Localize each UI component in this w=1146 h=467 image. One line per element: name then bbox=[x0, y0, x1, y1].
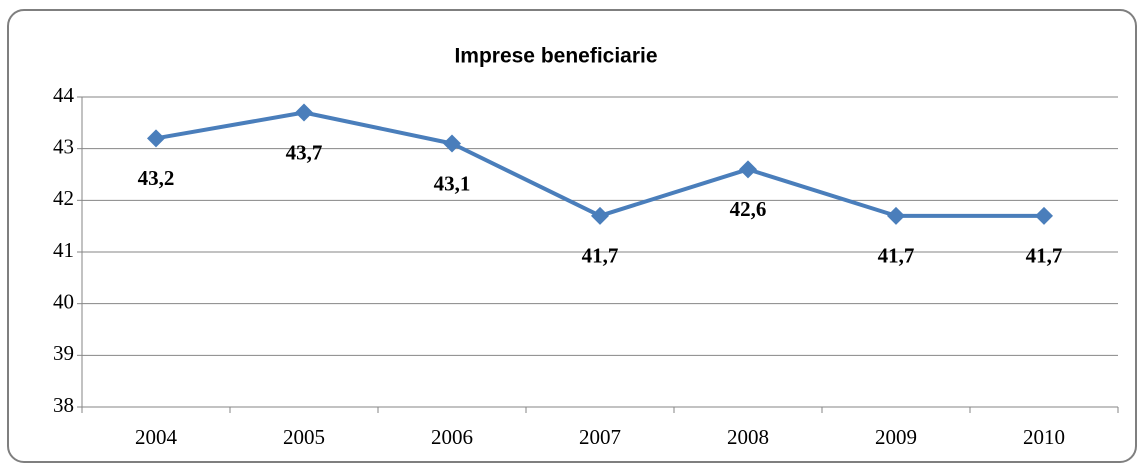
chart-frame bbox=[7, 9, 1137, 463]
x-tick-label: 2010 bbox=[1023, 425, 1065, 449]
marker bbox=[739, 160, 757, 179]
x-tick-label: 2006 bbox=[431, 425, 473, 449]
marker bbox=[591, 206, 609, 225]
data-label: 43,7 bbox=[286, 140, 323, 164]
data-label: 42,6 bbox=[730, 197, 767, 221]
data-label: 41,7 bbox=[1026, 244, 1063, 268]
x-tick-label: 2009 bbox=[875, 425, 917, 449]
y-tick-label: 42 bbox=[53, 186, 74, 210]
marker bbox=[1035, 206, 1053, 225]
y-tick-label: 39 bbox=[53, 341, 74, 365]
x-tick-label: 2008 bbox=[727, 425, 769, 449]
data-label: 43,1 bbox=[434, 171, 471, 195]
data-label: 41,7 bbox=[878, 244, 915, 268]
y-tick-label: 38 bbox=[53, 393, 74, 417]
marker bbox=[443, 134, 461, 153]
y-tick-label: 41 bbox=[53, 238, 74, 262]
data-label: 41,7 bbox=[582, 244, 619, 268]
y-tick-label: 40 bbox=[53, 289, 74, 313]
x-tick-label: 2007 bbox=[579, 425, 621, 449]
y-tick-label: 43 bbox=[53, 134, 74, 158]
chart-title: Imprese beneficiarie bbox=[454, 45, 657, 68]
y-tick-label: 44 bbox=[53, 83, 75, 107]
data-label: 43,2 bbox=[138, 166, 175, 190]
marker bbox=[887, 206, 905, 225]
x-tick-label: 2004 bbox=[135, 425, 178, 449]
x-tick-label: 2005 bbox=[283, 425, 325, 449]
marker bbox=[147, 129, 165, 148]
marker bbox=[295, 103, 313, 122]
